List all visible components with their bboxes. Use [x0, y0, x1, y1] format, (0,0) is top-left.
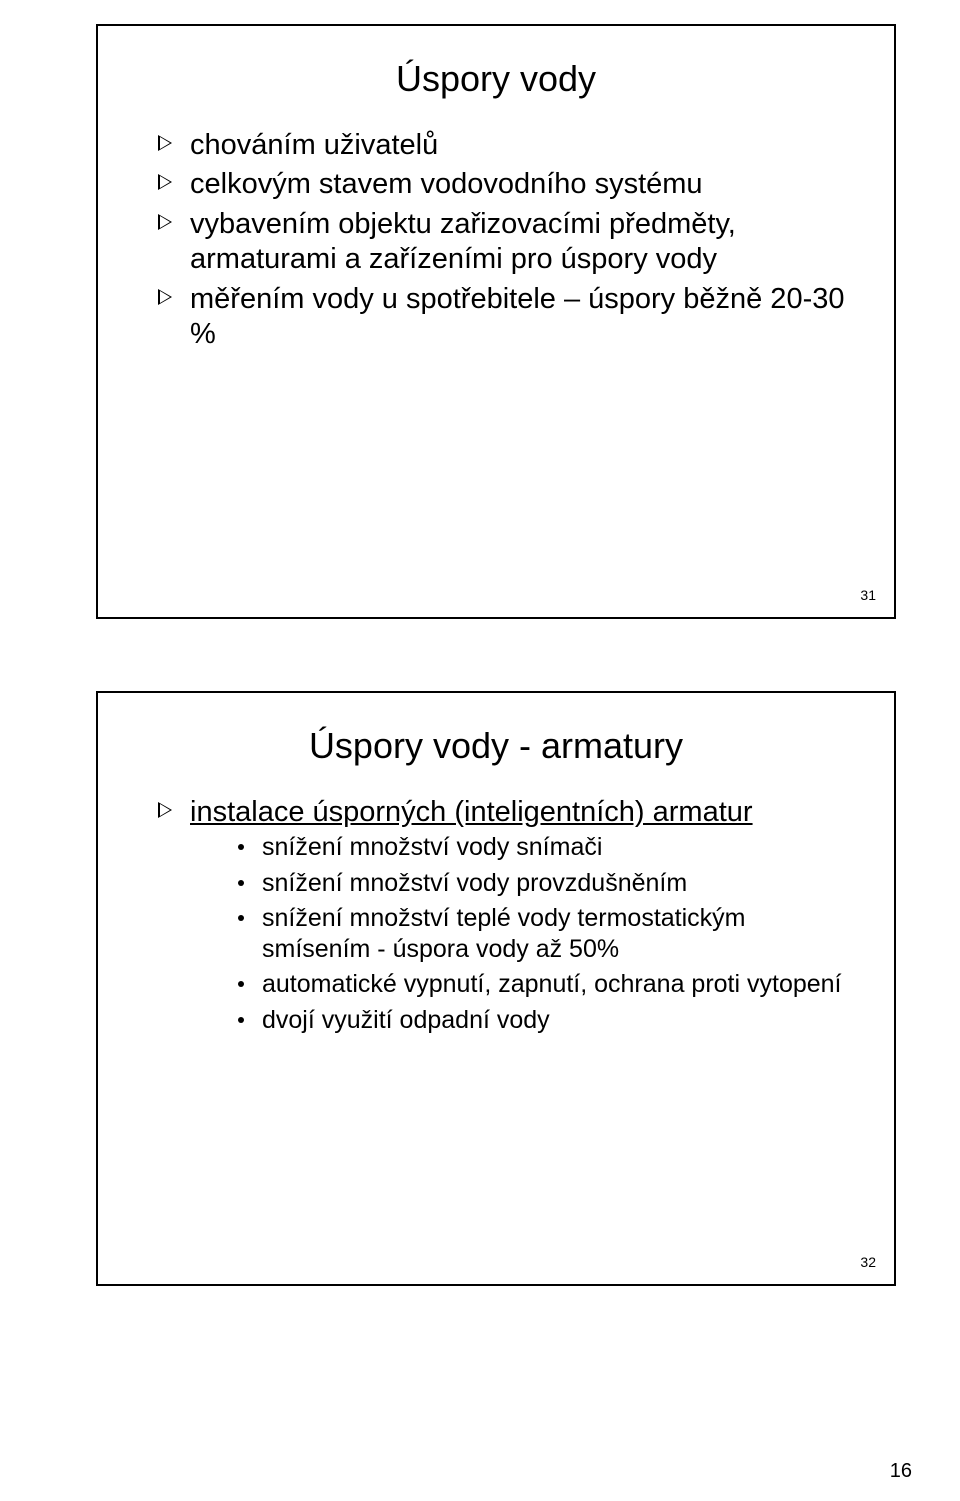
sub-item-text: dvojí využití odpadní vody	[262, 1006, 550, 1034]
item-text: chováním uživatelů	[190, 129, 438, 161]
sub-item-text: snížení množství teplé vody termostatick…	[262, 904, 746, 963]
item-text-underlined: instalace úsporných (inteligentních) arm…	[190, 796, 753, 828]
slide-1: Úspory vody chováním uživatelů celkovým …	[96, 24, 896, 619]
sub-item: automatické vypnutí, zapnutí, ochrana pr…	[238, 969, 846, 1000]
slide-2: Úspory vody - armatury instalace úsporný…	[96, 691, 896, 1286]
slide-2-list: instalace úsporných (inteligentních) arm…	[146, 795, 846, 1036]
list-item: celkovým stavem vodovodního systému	[154, 167, 846, 202]
page-number: 16	[890, 1460, 912, 1483]
slide-2-title: Úspory vody - armatury	[146, 725, 846, 767]
sub-item: dvojí využití odpadní vody	[238, 1005, 846, 1036]
slide-1-list: chováním uživatelů celkovým stavem vodov…	[146, 128, 846, 352]
slide-1-title: Úspory vody	[146, 58, 846, 100]
item-text: celkovým stavem vodovodního systému	[190, 168, 703, 200]
page: Úspory vody chováním uživatelů celkovým …	[0, 0, 960, 1501]
slide-2-sublist: snížení množství vody snímači snížení mn…	[190, 832, 846, 1036]
sub-item-text: automatické vypnutí, zapnutí, ochrana pr…	[262, 970, 842, 998]
sub-item: snížení množství vody snímači	[238, 832, 846, 863]
list-item: měřením vody u spotřebitele – úspory běž…	[154, 282, 846, 353]
sub-item-text: snížení množství vody snímači	[262, 833, 602, 861]
sub-item-text: snížení množství vody provzdušněním	[262, 869, 687, 897]
sub-item: snížení množství teplé vody termostatick…	[238, 903, 846, 966]
item-text: měřením vody u spotřebitele – úspory běž…	[190, 283, 844, 350]
slide-2-number: 32	[860, 1254, 876, 1270]
sub-item: snížení množství vody provzdušněním	[238, 868, 846, 899]
list-item: instalace úsporných (inteligentních) arm…	[154, 795, 846, 1036]
list-item: vybavením objektu zařizovacími předměty,…	[154, 207, 846, 278]
list-item: chováním uživatelů	[154, 128, 846, 163]
item-text: vybavením objektu zařizovacími předměty,…	[190, 208, 736, 275]
slide-1-number: 31	[860, 587, 876, 603]
